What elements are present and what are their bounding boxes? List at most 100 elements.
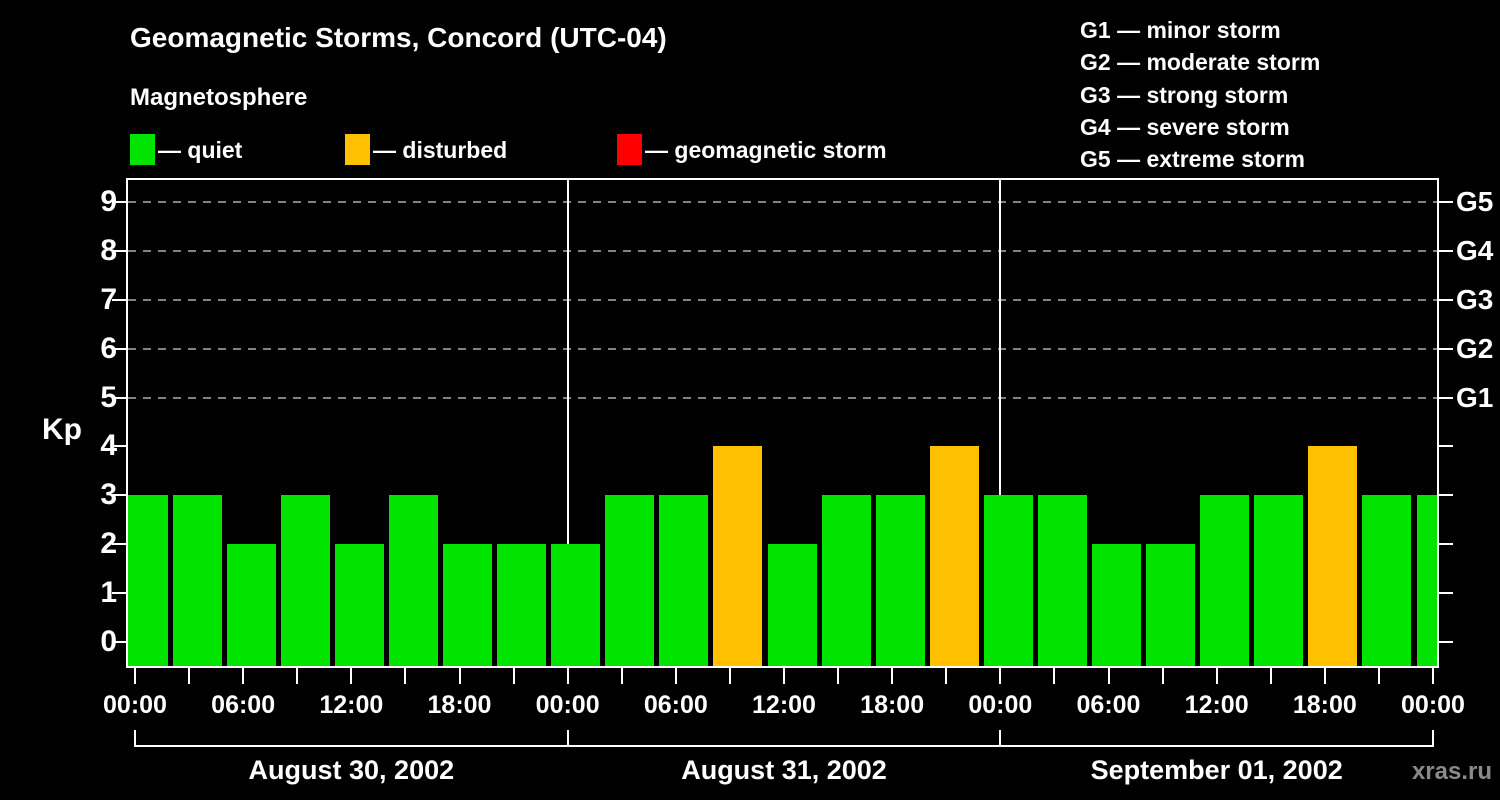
date-bracket-tick [566,730,569,747]
x-axis-tick [458,668,461,684]
x-axis-tick [1377,668,1380,684]
y-axis-tick-left [112,347,128,350]
date-bracket-tick [134,730,136,747]
kp-bar [497,544,547,666]
y-axis-label: 9 [100,184,117,218]
x-axis-tick [242,668,245,684]
g-axis-label-g4: G4 [1456,234,1494,266]
dashed-gridline-kp5 [128,396,1437,399]
kp-bar [659,495,709,666]
x-axis-tick [999,668,1002,684]
dashed-gridline-kp7 [128,298,1437,301]
y-axis-tick-right [1437,543,1453,546]
x-axis-tick [1215,668,1218,684]
x-axis-tick [1161,668,1164,684]
x-axis-tick [404,668,407,684]
x-axis-tick [1432,668,1434,684]
x-axis-tick [728,668,731,684]
kp-bar [280,495,330,666]
x-axis-tick [350,668,353,684]
date-bracket-line [135,745,1433,747]
time-label: 12:00 [319,691,384,719]
y-axis-label: 5 [100,380,117,414]
x-axis-tick [512,668,515,684]
day-separator [566,180,569,666]
kp-bar [767,544,817,666]
time-label: 00:00 [1401,691,1465,719]
y-axis-label: 4 [100,429,117,463]
kp-bar [1037,495,1087,666]
storm-scale-item: G3 — strong storm [1080,81,1289,108]
dashed-gridline-kp6 [128,347,1437,350]
y-axis-label: 0 [100,625,117,658]
time-label: 12:00 [1184,691,1249,719]
y-axis-tick-right [1437,347,1453,350]
kp-bar [1254,495,1304,666]
y-axis-tick-left [112,249,128,252]
time-label: 06:00 [643,691,708,719]
chart-title: Geomagnetic Storms, Concord (UTC-04) [130,22,667,53]
y-axis-label: 6 [100,331,117,365]
kp-bar [821,495,871,666]
dashed-gridline-kp8 [128,249,1437,252]
legend-label-disturbed: — disturbed [373,137,508,163]
g-axis-label-g2: G2 [1456,332,1494,364]
kp-bar [388,495,438,666]
x-axis-tick [296,668,299,684]
y-axis-tick-right [1437,494,1453,497]
kp-bar [1200,495,1250,666]
time-label: 06:00 [1076,691,1141,719]
x-axis-tick [1323,668,1326,684]
time-label: 12:00 [752,691,816,719]
y-axis-label: 7 [100,282,117,316]
time-label: 00:00 [535,691,600,719]
kp-bar [334,544,384,666]
kp-bar [983,495,1033,666]
x-axis-tick [837,668,840,684]
dashed-gridline-kp9 [128,200,1437,203]
y-axis-tick-left [112,641,128,643]
g-axis-label-g5: G5 [1456,185,1494,217]
y-axis-tick-left [112,298,128,301]
time-label: 06:00 [211,691,276,719]
legend-swatch-storm [617,134,642,165]
storm-scale-item: G2 — moderate storm [1080,49,1321,76]
y-axis-tick-left [112,592,128,595]
date-bracket-tick [999,730,1002,747]
kp-bar [1308,446,1358,666]
x-axis-tick [134,668,136,684]
y-axis-label: 2 [100,527,117,561]
y-axis-tick-right [1437,298,1453,301]
legend-swatch-disturbed [345,134,370,165]
plot-area [126,178,1439,668]
x-axis-tick [783,668,785,684]
y-axis-tick-right [1437,592,1453,595]
kp-bar [1362,495,1412,666]
watermark: xras.ru [1411,758,1492,785]
legend-swatch-quiet [130,134,155,165]
x-axis-tick [674,668,677,684]
x-axis-tick [1107,668,1110,684]
date-label: August 31, 2002 [681,755,887,785]
x-axis-tick [945,668,948,684]
y-axis-tick-right [1437,200,1453,203]
x-axis-tick [1269,668,1272,684]
y-axis-tick-right [1437,396,1453,399]
y-axis-tick-left [112,494,128,497]
kp-bar [605,495,655,666]
x-axis-tick [620,668,623,684]
kp-bar [172,495,222,666]
date-bracket-tick [1432,730,1434,747]
x-axis-tick [1053,668,1056,684]
legend-label-storm: — geomagnetic storm [645,137,887,163]
kp-bar [443,544,492,666]
x-axis-tick [566,668,569,684]
storm-scale-item: G5 — extreme storm [1080,146,1305,172]
kp-bar [1416,495,1437,666]
y-axis-tick-left [112,445,128,448]
y-axis-tick-right [1437,249,1453,252]
magnetosphere-heading: Magnetosphere [130,84,308,111]
y-axis-label: 8 [100,233,117,267]
time-label: 00:00 [968,691,1033,719]
